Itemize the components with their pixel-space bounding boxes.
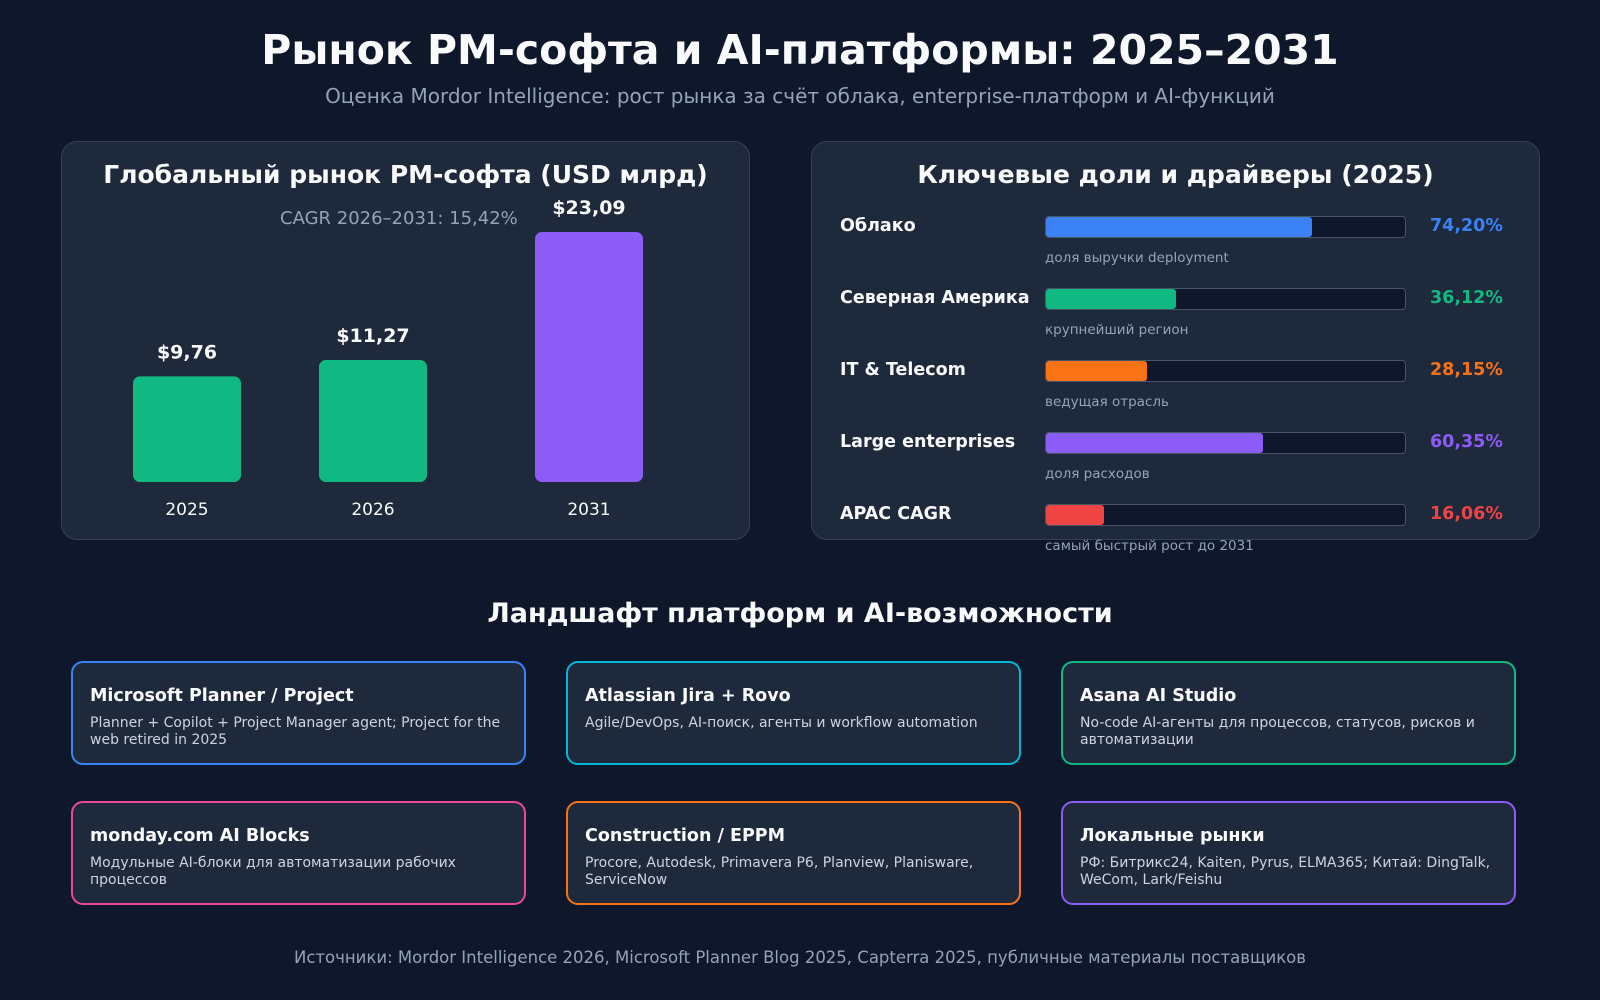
driver-bar-track xyxy=(1045,288,1406,310)
platform-card-description: Agile/DevOps, AI-поиск, агенты и workflo… xyxy=(585,715,978,731)
bar-2031 xyxy=(535,232,643,482)
platform-card-title: Asana AI Studio xyxy=(1080,686,1237,706)
platform-card-description: Procore, Autodesk, Primavera P6, Planvie… xyxy=(585,855,974,888)
platform-card: Microsoft Planner / Project Planner + Cop… xyxy=(71,661,526,765)
driver-value: 36,12% xyxy=(1430,288,1503,308)
cagr-annotation: CAGR 2026–2031: 15,42% xyxy=(280,208,518,229)
platform-card-description: РФ: Битрикс24, Kaiten, Pyrus, ELMA365; К… xyxy=(1080,855,1491,888)
driver-bar-track xyxy=(1045,360,1406,382)
driver-note: ведущая отрасль xyxy=(1045,394,1169,410)
driver-label: Large enterprises xyxy=(840,432,1016,452)
platform-card-description: Модульные AI-блоки для автоматизации раб… xyxy=(90,855,456,888)
driver-note: доля выручки deployment xyxy=(1045,250,1229,266)
platform-card-title: monday.com AI Blocks xyxy=(90,826,310,846)
driver-bar-fill xyxy=(1046,505,1104,525)
driver-label: IT & Telecom xyxy=(840,360,966,380)
market-size-panel: Глобальный рынок PM-софта (USD млрд) CAG… xyxy=(61,141,750,540)
platform-card: Atlassian Jira + Rovo Agile/DevOps, AI-по… xyxy=(566,661,1021,765)
driver-value: 16,06% xyxy=(1430,504,1503,524)
driver-label: Северная Америка xyxy=(840,288,1030,308)
platform-card: monday.com AI Blocks Модульные AI-блоки д… xyxy=(71,801,526,905)
platform-card-title: Локальные рынки xyxy=(1080,826,1265,846)
landscape-title: Ландшафт платформ и AI-возможности xyxy=(487,598,1113,629)
market-bar-chart: $9,76 2025 $11,27 2026 $23,09 2031 xyxy=(133,197,643,520)
driver-label: APAC CAGR xyxy=(840,504,952,524)
driver-label: Облако xyxy=(840,216,916,236)
key-drivers-panel: Ключевые доли и драйверы (2025) Облако 74… xyxy=(811,141,1540,554)
platform-card-title: Microsoft Planner / Project xyxy=(90,686,354,706)
platform-card: Локальные рынки РФ: Битрикс24, Kaiten, Py… xyxy=(1061,801,1516,905)
bar-value-label: $9,76 xyxy=(157,341,217,363)
driver-note: самый быстрый рост до 2031 xyxy=(1045,538,1254,554)
driver-bar-fill xyxy=(1046,289,1176,309)
x-tick-label: 2031 xyxy=(567,500,610,520)
bar-2025 xyxy=(133,376,241,482)
page-subtitle: Оценка Mordor Intelligence: рост рынка з… xyxy=(325,84,1275,108)
driver-note: доля расходов xyxy=(1045,466,1150,482)
bar-value-label: $23,09 xyxy=(552,197,625,219)
platform-card: Asana AI Studio No-code AI-агенты для про… xyxy=(1061,661,1516,765)
driver-bar-track xyxy=(1045,432,1406,454)
driver-bar-track xyxy=(1045,216,1406,238)
x-tick-label: 2026 xyxy=(351,500,394,520)
bar-2026 xyxy=(319,359,427,482)
driver-bar-fill xyxy=(1046,217,1313,237)
driver-bar-fill xyxy=(1046,361,1148,381)
platform-card-title: Construction / EPPM xyxy=(585,826,786,846)
driver-value: 74,20% xyxy=(1430,216,1503,236)
platform-card-description: No-code AI-агенты для процессов, статусо… xyxy=(1080,715,1475,748)
platform-card-description: Planner + Copilot + Project Manager agen… xyxy=(90,715,501,748)
driver-value: 60,35% xyxy=(1430,432,1503,452)
page-title: Рынок PM-софта и AI-платформы: 2025–2031 xyxy=(261,26,1339,74)
driver-value: 28,15% xyxy=(1430,360,1503,380)
bar-value-label: $11,27 xyxy=(336,325,409,347)
platform-card-title: Atlassian Jira + Rovo xyxy=(585,686,791,706)
driver-bar-fill xyxy=(1046,433,1263,453)
market-chart-title: Глобальный рынок PM-софта (USD млрд) xyxy=(103,160,708,189)
driver-bar-track xyxy=(1045,504,1406,526)
platform-card: Construction / EPPM Procore, Autodesk, Pr… xyxy=(566,801,1021,905)
drivers-chart-title: Ключевые доли и драйверы (2025) xyxy=(917,160,1434,189)
x-tick-label: 2025 xyxy=(165,500,208,520)
sources-footer: Источники: Mordor Intelligence 2026, Mic… xyxy=(294,948,1306,967)
driver-note: крупнейший регион xyxy=(1045,322,1189,338)
